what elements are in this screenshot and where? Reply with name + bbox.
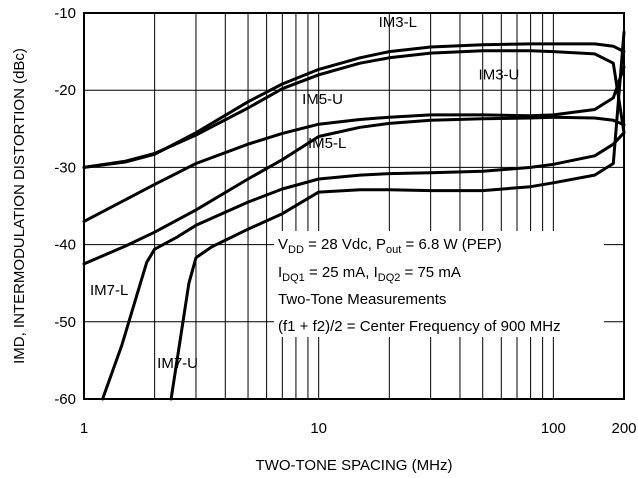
x-tick-label: 200	[611, 420, 636, 437]
x-tick-label: 1	[80, 420, 88, 437]
series-labels: IM3-L IM3-U IM5-U IM5-L IM7-L IM7-U	[90, 14, 519, 372]
note-background	[274, 231, 604, 337]
note-line-3: Two-Tone Measurements	[278, 291, 446, 308]
series-label-im5-u: IM5-U	[302, 91, 343, 108]
series-line-im7-u	[169, 30, 626, 401]
y-tick-label: -10	[54, 5, 76, 22]
y-tick-label: -40	[54, 237, 76, 254]
y-tick-label: -50	[54, 314, 76, 331]
plot-frame	[83, 12, 625, 400]
x-tick-label: 100	[541, 420, 566, 437]
x-tick-label: 10	[310, 420, 327, 437]
series-label-im7-l: IM7-L	[90, 282, 128, 299]
y-axis-title: IMD, INTERMODULATION DISTORTION (dBc)	[11, 48, 28, 364]
x-axis-title: TWO-TONE SPACING (MHz)	[256, 457, 453, 474]
y-tick-label: -30	[54, 159, 76, 176]
y-tick-label: -60	[54, 391, 76, 408]
series-label-im3-l: IM3-L	[379, 14, 417, 31]
series-line-im3-u	[82, 49, 626, 169]
series-line-im5-l	[82, 115, 626, 266]
series-line-im7-l	[101, 131, 626, 401]
series-label-im3-u: IM3-U	[479, 66, 520, 83]
note-line-2: IDQ1 = 25 mA, IDQ2 = 75 mA	[278, 264, 461, 284]
test-conditions-note: VDD = 28 Vdc, Pout = 6.8 W (PEP) IDQ1 = …	[274, 231, 604, 337]
series-label-im7-u: IM7-U	[157, 355, 198, 372]
tick-labels: -10 -20 -30 -40 -50 -601 10 100 200	[54, 5, 636, 437]
note-line-4: (f1 + f2)/2 = Center Frequency of 900 MH…	[278, 318, 561, 335]
series-line-im5-u	[82, 65, 626, 223]
note-line-1: VDD = 28 Vdc, Pout = 6.8 W (PEP)	[278, 236, 502, 256]
series-label-im5-l: IM5-L	[308, 135, 346, 152]
series-lines	[82, 30, 626, 401]
grid	[84, 13, 624, 399]
y-tick-label: -20	[54, 82, 76, 99]
